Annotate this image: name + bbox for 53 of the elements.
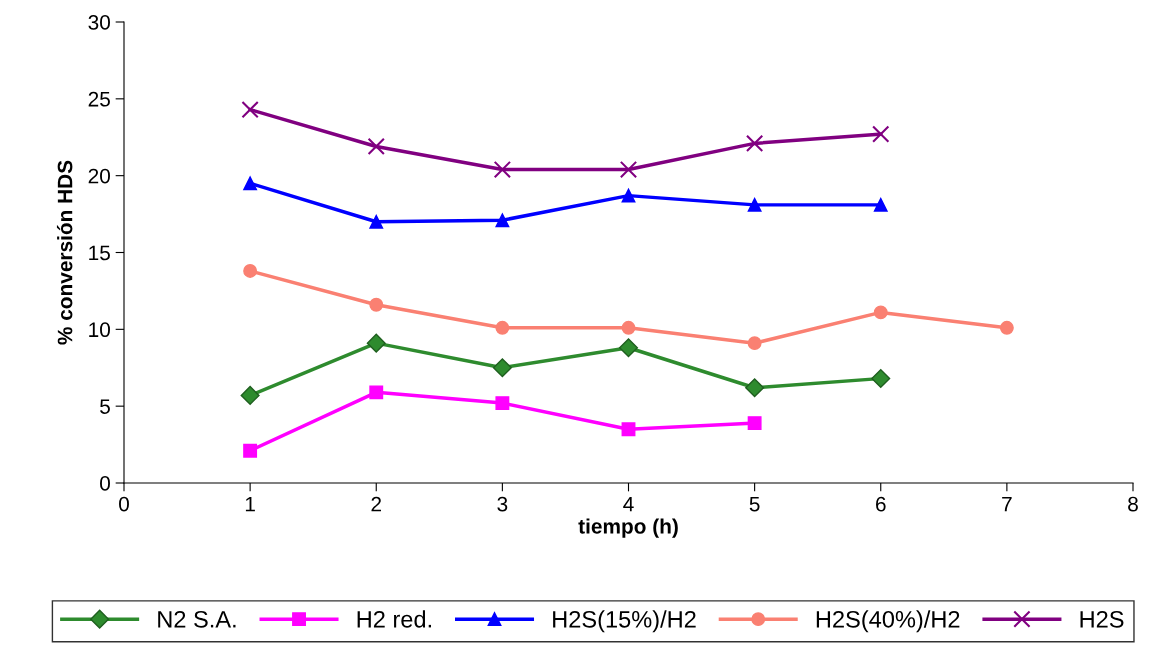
point bbox=[747, 336, 762, 351]
point bbox=[367, 137, 385, 156]
point bbox=[369, 385, 384, 400]
point bbox=[369, 214, 384, 229]
y-tick-label: 10 bbox=[89, 322, 110, 338]
point bbox=[243, 443, 258, 458]
legend-label: H2 red. bbox=[357, 610, 431, 628]
x-tick-label: 6 bbox=[876, 496, 886, 512]
y-tick-label: 15 bbox=[89, 245, 110, 261]
point bbox=[621, 422, 636, 437]
x-tick-label: 0 bbox=[119, 496, 129, 512]
point bbox=[872, 125, 890, 143]
point bbox=[871, 368, 891, 389]
x-tick-label: 7 bbox=[1002, 496, 1012, 512]
y-tick-label: 20 bbox=[88, 168, 110, 184]
y-tick-label: 0 bbox=[100, 476, 110, 491]
point bbox=[495, 213, 510, 228]
x-tick-label: 5 bbox=[749, 496, 760, 512]
point bbox=[240, 385, 260, 405]
y-axis-title: % conversión HDS bbox=[56, 160, 73, 345]
x-tick-label: 8 bbox=[1128, 496, 1138, 512]
point bbox=[873, 305, 888, 320]
x-tick-label: 4 bbox=[623, 496, 634, 512]
point bbox=[495, 396, 510, 411]
point bbox=[745, 134, 764, 153]
point bbox=[241, 100, 259, 119]
point bbox=[243, 176, 258, 191]
point bbox=[243, 263, 258, 278]
point bbox=[369, 297, 384, 312]
point bbox=[495, 320, 510, 335]
legend-label: H2S(40%)/H2 bbox=[816, 610, 960, 633]
point bbox=[999, 320, 1014, 335]
point bbox=[366, 333, 386, 353]
x-tick-label: 1 bbox=[245, 496, 255, 512]
x-tick-label: 2 bbox=[371, 496, 381, 512]
point bbox=[619, 160, 638, 179]
y-tick-label: 30 bbox=[88, 15, 110, 30]
point bbox=[873, 197, 888, 212]
legend-label: H2S bbox=[1080, 610, 1124, 628]
x-axis-title: tiempo (h) bbox=[578, 518, 678, 538]
point bbox=[747, 197, 762, 212]
point bbox=[745, 378, 765, 398]
point bbox=[621, 320, 636, 335]
point bbox=[492, 358, 512, 378]
point bbox=[493, 160, 512, 179]
y-tick-label: 25 bbox=[88, 91, 110, 107]
legend-label: N2 S.A. bbox=[158, 610, 236, 628]
y-tick-label: 5 bbox=[100, 399, 110, 414]
legend-label: H2S(15%)/H2 bbox=[553, 610, 696, 633]
point bbox=[618, 338, 639, 358]
x-tick-label: 3 bbox=[497, 496, 508, 512]
point bbox=[747, 416, 762, 431]
point bbox=[621, 188, 636, 203]
